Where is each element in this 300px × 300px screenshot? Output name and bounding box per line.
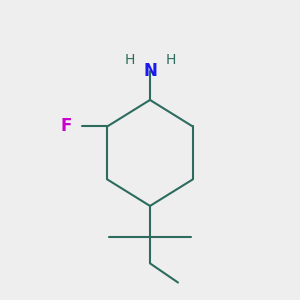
Text: H: H bbox=[124, 53, 135, 67]
Text: F: F bbox=[60, 117, 72, 135]
Text: H: H bbox=[165, 53, 176, 67]
Text: N: N bbox=[143, 61, 157, 80]
